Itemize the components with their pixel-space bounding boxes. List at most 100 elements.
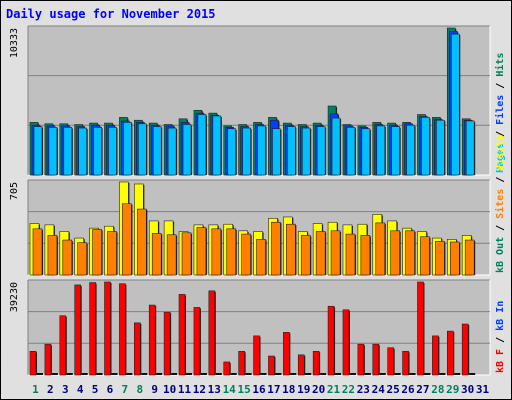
visits-bar-sites xyxy=(211,228,222,276)
kbytes-bar-kb-f xyxy=(44,343,52,376)
kbytes-bar-kb-in xyxy=(260,373,267,375)
hits-ymax-label: 10333 xyxy=(9,28,20,58)
hits-legend: Pages / Files / Hits xyxy=(494,53,506,173)
visits-bar-sites xyxy=(330,230,341,276)
kbytes-bar-kb-f xyxy=(446,330,454,376)
x-tick-label: 24 xyxy=(372,383,386,396)
kbytes-bar-kb-f xyxy=(29,350,37,376)
x-tick-label: 28 xyxy=(431,383,444,396)
kbytes-bar-kb-in xyxy=(245,373,252,375)
x-tick-label: 6 xyxy=(107,383,114,396)
kbytes-bar-kb-f xyxy=(178,294,186,376)
kbytes-bar-kb-in xyxy=(454,373,461,375)
visits-bar-sites xyxy=(77,242,88,276)
visits-panel: 705 kB Out / Sites / Visits xyxy=(9,135,506,276)
visits-bar-sites xyxy=(47,235,58,276)
x-tick-label: 14 xyxy=(223,383,237,396)
legend-entry: Hits xyxy=(494,53,506,77)
visits-bar-sites xyxy=(181,232,192,276)
chart-title: Daily usage for November 2015 xyxy=(6,7,216,21)
kbytes-bar-kb-in xyxy=(335,373,342,375)
kbytes-bar-kb-in xyxy=(111,373,118,375)
kbytes-bar-kb-in xyxy=(126,373,133,375)
hits-bar-pages xyxy=(421,117,430,176)
x-tick-label: 12 xyxy=(193,383,206,396)
kbytes-bar-kb-in xyxy=(51,373,58,375)
kbytes-bar-kb-f xyxy=(148,304,156,376)
kbytes-bar-kb-in xyxy=(305,373,312,375)
kbytes-bar-kb-f xyxy=(134,322,141,376)
kbytes-bar-kb-in xyxy=(215,373,222,375)
visits-bar-sites xyxy=(405,230,415,276)
kbytes-bar-kb-in xyxy=(364,373,371,375)
x-tick-label: 3 xyxy=(62,383,69,396)
hits-bar-pages xyxy=(138,123,147,176)
visits-bar-sites xyxy=(196,227,207,276)
x-tick-label: 9 xyxy=(151,383,158,396)
visits-bar-sites xyxy=(315,231,326,276)
hits-bar-pages xyxy=(391,126,400,176)
kbytes-bar-kb-in xyxy=(156,373,163,375)
visits-bar-sites xyxy=(32,228,43,276)
kbytes-bar-kb-f xyxy=(327,305,335,376)
visits-bar-sites xyxy=(300,235,311,276)
kbytes-bar-kb-in xyxy=(469,373,476,375)
x-tick-label: 8 xyxy=(136,383,143,396)
hits-bar-pages xyxy=(33,126,43,176)
kbytes-bar-kb-in xyxy=(96,373,103,375)
kbytes-bar-kb-f xyxy=(59,315,67,376)
legend-entry: kB F xyxy=(495,349,506,373)
legend-entry: kB Out xyxy=(495,237,506,273)
hits-bar-pages xyxy=(376,125,386,176)
x-tick-label: 21 xyxy=(327,383,341,396)
hits-bar-pages xyxy=(212,115,222,176)
hits-bar-pages xyxy=(406,124,415,176)
kbytes-bar-kb-in xyxy=(81,373,88,375)
visits-bar-sites xyxy=(449,241,460,276)
x-tick-label: 27 xyxy=(416,383,429,396)
visits-bar-sites xyxy=(345,233,356,276)
visits-bar-sites xyxy=(226,228,237,276)
kbytes-bar-kb-in xyxy=(379,373,386,375)
hits-bar-pages xyxy=(361,128,371,176)
x-tick-label: 23 xyxy=(357,383,370,396)
hits-bar-pages xyxy=(152,126,162,176)
hits-bar-pages xyxy=(63,127,73,176)
kbytes-bar-kb-f xyxy=(119,283,126,376)
kbytes-bar-kb-in xyxy=(349,373,356,375)
kbytes-bar-kb-f xyxy=(238,350,245,376)
kbytes-bar-kb-f xyxy=(208,290,216,376)
kbytes-legend: kB F / kB In xyxy=(495,301,506,373)
kbytes-bar-kb-in xyxy=(290,373,297,375)
hits-bar-pages xyxy=(287,126,296,176)
kbytes-bar-kb-in xyxy=(394,373,401,375)
kbytes-bar-kb-f xyxy=(268,355,275,376)
kbytes-bar-kb-f xyxy=(342,309,350,376)
kbytes-bar-kb-in xyxy=(409,373,416,375)
hits-panel: 10333 Pages / Files / Hits xyxy=(9,25,506,176)
kbytes-bar-kb-f xyxy=(89,282,96,376)
visits-bar-sites xyxy=(241,233,251,276)
kbytes-bar-kb-f xyxy=(223,361,231,376)
kbytes-ymax-label: 39230 xyxy=(9,282,20,312)
visits-ymax-label: 705 xyxy=(9,182,20,200)
x-tick-label: 29 xyxy=(446,383,459,396)
x-tick-label: 18 xyxy=(282,383,295,396)
kbytes-bar-kb-f xyxy=(253,335,260,376)
kbytes-bar-kb-in xyxy=(320,373,327,375)
kbytes-bar-kb-f xyxy=(193,307,201,376)
visits-bar-sites xyxy=(92,229,102,276)
kbytes-bar-kb-f xyxy=(283,332,290,376)
hits-bar-pages xyxy=(242,127,251,176)
hits-bar-pages xyxy=(167,127,177,176)
hits-bar-pages xyxy=(108,127,117,176)
legend-entry: Visits xyxy=(494,135,506,171)
visits-legend: kB Out / Sites / Visits xyxy=(494,135,506,273)
kbytes-bar-kb-in xyxy=(200,373,207,375)
visits-bar-sites xyxy=(271,221,281,276)
visits-bar-sites xyxy=(464,239,475,276)
hits-bar-pages xyxy=(465,120,475,176)
legend-entry: Pages xyxy=(495,143,506,173)
x-tick-label: 2 xyxy=(47,383,54,396)
